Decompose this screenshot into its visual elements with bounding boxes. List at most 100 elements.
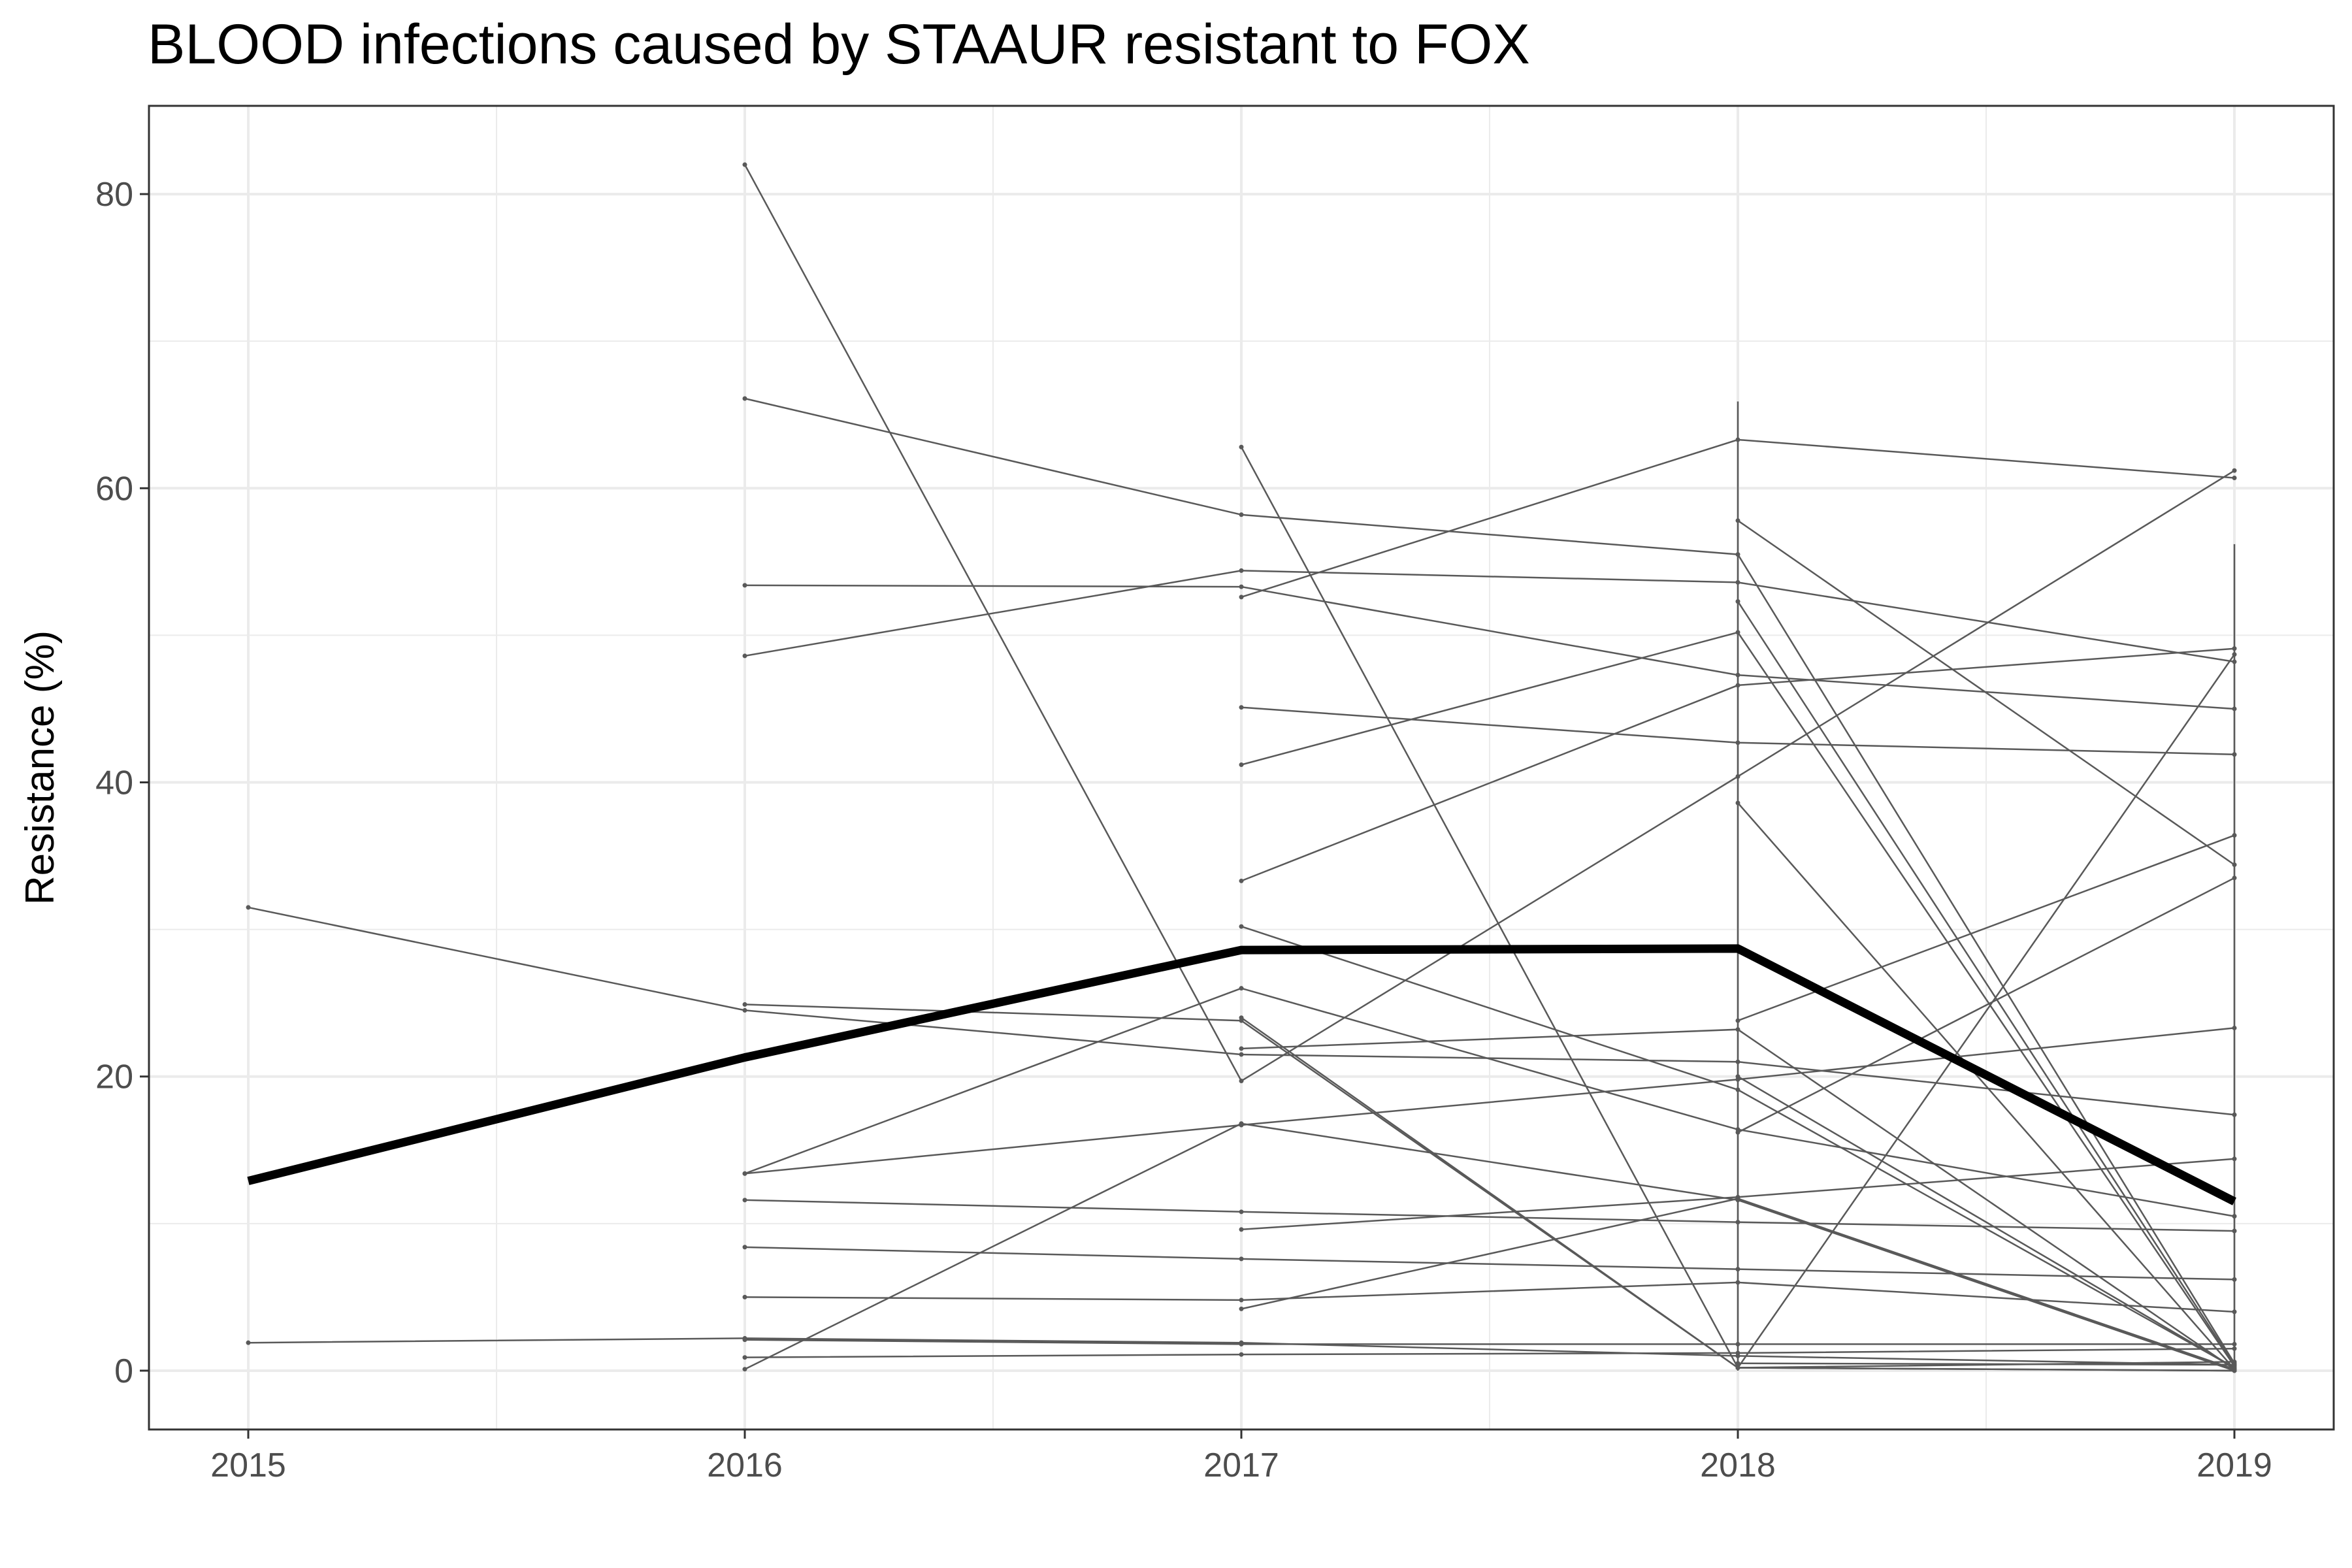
- series-line: [1737, 1362, 2235, 1366]
- series-line: [744, 1246, 2235, 1281]
- series-point: [246, 905, 251, 910]
- series-point: [1239, 762, 1244, 767]
- series-point: [742, 1002, 747, 1007]
- series-line: [1737, 653, 2236, 1369]
- series-point: [2232, 706, 2237, 711]
- series-point: [742, 1355, 747, 1360]
- series-point: [1239, 584, 1244, 589]
- series-point: [1735, 599, 1740, 604]
- x-tick-label: 2015: [210, 1446, 286, 1484]
- series-line: [744, 987, 2235, 1217]
- series-point: [1735, 800, 1740, 806]
- series-point: [2232, 1228, 2237, 1233]
- series-point: [1239, 878, 1244, 883]
- series-point: [1239, 1052, 1244, 1057]
- series-point: [2232, 1156, 2237, 1162]
- series-line: [744, 1027, 2235, 1175]
- series-point: [2232, 476, 2237, 481]
- series-point: [1735, 1059, 1740, 1064]
- series-point: [1735, 683, 1740, 688]
- series-point: [1735, 774, 1740, 779]
- y-tick-label: 60: [95, 470, 133, 508]
- series-point: [1239, 1306, 1244, 1311]
- series-point: [1735, 1220, 1740, 1225]
- series-point: [2232, 659, 2237, 664]
- series-point: [2232, 752, 2237, 757]
- series-point: [1735, 1074, 1740, 1079]
- series-line: [1737, 600, 2236, 1365]
- x-tick-label: 2019: [2197, 1446, 2272, 1484]
- axes: 2015 2016 2017 2018 2019 0 20 40 60 80: [95, 176, 2272, 1484]
- series-point: [1735, 672, 1740, 678]
- series-point: [1239, 705, 1244, 710]
- series-point: [2232, 652, 2237, 657]
- series-point: [2232, 1277, 2237, 1282]
- series-point: [1735, 437, 1740, 442]
- series-point: [1735, 740, 1740, 745]
- series-point: [2232, 1112, 2237, 1117]
- series-point: [1735, 552, 1740, 557]
- series-point: [1735, 1130, 1740, 1135]
- series-line: [744, 1347, 2235, 1358]
- series-point: [1735, 1350, 1740, 1356]
- series-line: [1737, 877, 2235, 1134]
- y-tick-label: 80: [95, 176, 133, 214]
- series-point: [1239, 568, 1244, 573]
- series-point: [1735, 518, 1740, 523]
- series-point: [1735, 630, 1740, 635]
- series-line: [744, 1339, 2234, 1345]
- series-point: [1239, 595, 1244, 600]
- chart-title: BLOOD infections caused by STAAUR resist…: [148, 13, 1530, 76]
- series-line: [1737, 802, 2235, 1370]
- series-point: [2232, 646, 2237, 651]
- series-line: [1737, 1075, 2235, 1369]
- series-point: [1239, 1298, 1244, 1303]
- series-point: [2232, 1362, 2237, 1367]
- series-point: [1239, 1015, 1244, 1021]
- series-point: [2232, 1214, 2237, 1219]
- series-point: [1239, 1209, 1244, 1215]
- series-point: [1735, 1087, 1740, 1092]
- series-point: [742, 1337, 747, 1343]
- series-point: [1239, 512, 1244, 517]
- series-point: [1735, 1365, 1740, 1370]
- series-point: [1239, 1256, 1244, 1262]
- series-point: [742, 1245, 747, 1250]
- series-point: [1735, 1267, 1740, 1272]
- series-line: [744, 397, 2236, 1364]
- series-point: [742, 653, 747, 659]
- x-tick-label: 2018: [1700, 1446, 1776, 1484]
- series-point: [742, 162, 747, 167]
- series-point: [1239, 1121, 1244, 1126]
- series-point: [2232, 468, 2237, 473]
- series-line: [744, 570, 2235, 663]
- series-point: [1239, 1046, 1244, 1051]
- x-tick-label: 2016: [707, 1446, 783, 1484]
- series-line: [744, 1122, 2235, 1372]
- series-point: [1735, 1018, 1740, 1023]
- mean-line: [247, 944, 2236, 1205]
- series-point: [1239, 1352, 1244, 1357]
- series-lines: [246, 162, 2237, 1373]
- series-point: [1735, 1280, 1740, 1285]
- series-point: [742, 396, 747, 401]
- series-point: [1735, 1196, 1740, 1201]
- series-point: [1735, 580, 1740, 585]
- series-point: [1735, 1027, 1740, 1032]
- series-point: [742, 1171, 747, 1176]
- series-point: [2232, 833, 2237, 838]
- series-point: [1735, 1361, 1740, 1366]
- y-axis-label: Resistance (%): [18, 630, 63, 905]
- series-line: [1737, 519, 2235, 866]
- y-tick-label: 40: [95, 764, 133, 802]
- series-point: [1239, 1227, 1244, 1232]
- x-tick-label: 2017: [1203, 1446, 1279, 1484]
- series-point: [2232, 875, 2237, 881]
- series-line: [744, 1199, 2235, 1232]
- y-tick-label: 0: [114, 1352, 133, 1390]
- series-line: [743, 164, 2235, 1083]
- series-point: [1239, 1078, 1244, 1083]
- series-point: [742, 1294, 747, 1299]
